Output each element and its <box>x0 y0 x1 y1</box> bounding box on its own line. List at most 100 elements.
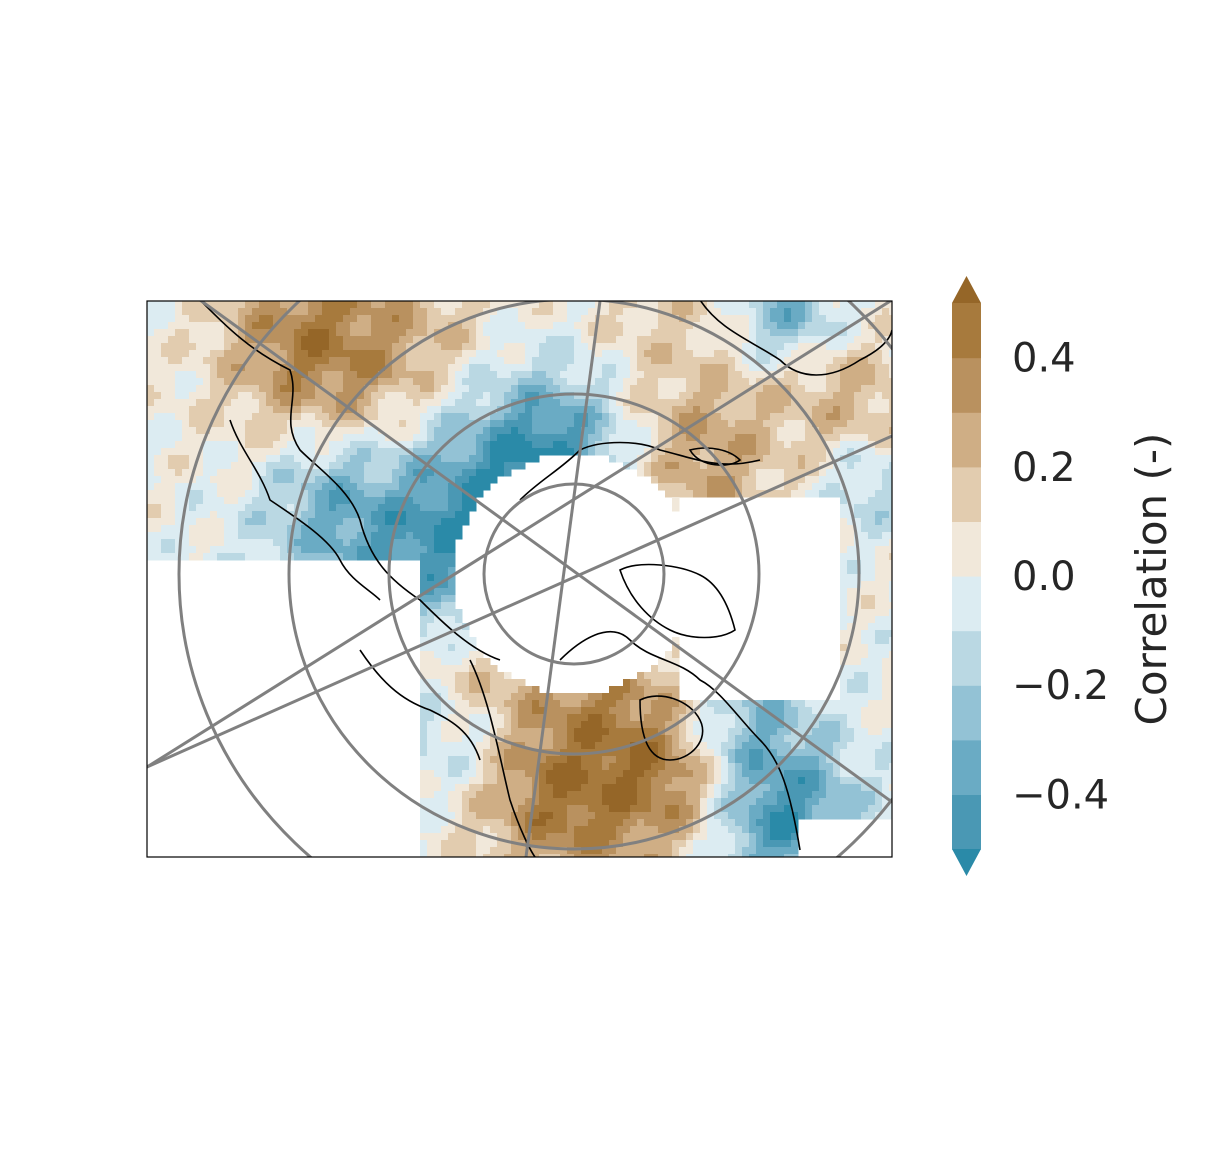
field-cell <box>483 658 491 666</box>
field-cell <box>273 504 281 512</box>
field-cell <box>434 826 442 834</box>
field-cell <box>665 343 673 351</box>
field-cell <box>847 567 855 575</box>
field-cell <box>882 756 890 764</box>
field-cell <box>413 399 421 407</box>
field-cell <box>259 413 267 421</box>
field-cell <box>469 714 477 722</box>
field-cell <box>532 448 540 456</box>
field-cell <box>784 329 792 337</box>
field-cell <box>238 357 246 365</box>
field-cell <box>833 392 841 400</box>
field-cell <box>791 322 799 330</box>
field-cell <box>238 420 246 428</box>
field-cell <box>490 742 498 750</box>
field-cell <box>385 308 393 316</box>
field-cell <box>280 301 288 309</box>
field-cell <box>854 651 862 659</box>
field-cell <box>602 378 610 386</box>
field-cell <box>434 735 442 743</box>
field-cell <box>546 693 554 701</box>
field-cell <box>679 791 687 799</box>
field-cell <box>686 308 694 316</box>
field-cell <box>868 651 876 659</box>
field-cell <box>259 427 267 435</box>
field-cell <box>280 420 288 428</box>
field-cell <box>147 490 155 498</box>
field-cell <box>448 413 456 421</box>
field-cell <box>847 413 855 421</box>
field-cell <box>210 504 218 512</box>
field-cell <box>329 448 337 456</box>
field-cell <box>497 399 505 407</box>
field-cell <box>658 343 666 351</box>
field-cell <box>518 679 526 687</box>
field-cell <box>546 798 554 806</box>
field-cell <box>714 413 722 421</box>
field-cell <box>294 483 302 491</box>
field-cell <box>280 399 288 407</box>
field-cell <box>455 434 463 442</box>
field-cell <box>252 315 260 323</box>
field-cell <box>588 742 596 750</box>
field-cell <box>882 518 890 526</box>
field-cell <box>546 357 554 365</box>
field-cell <box>714 763 722 771</box>
field-cell <box>434 819 442 827</box>
field-cell <box>392 413 400 421</box>
field-cell <box>714 791 722 799</box>
field-cell <box>889 770 892 778</box>
field-cell <box>861 504 869 512</box>
field-cell <box>595 413 603 421</box>
field-cell <box>602 434 610 442</box>
field-cell <box>679 735 687 743</box>
field-cell <box>798 756 806 764</box>
field-cell <box>329 420 337 428</box>
field-cell <box>462 371 470 379</box>
field-cell <box>441 476 449 484</box>
field-cell <box>889 595 892 603</box>
field-cell <box>245 525 253 533</box>
field-cell <box>532 798 540 806</box>
field-cell <box>742 735 750 743</box>
field-cell <box>763 357 771 365</box>
field-cell <box>469 469 477 477</box>
field-cell <box>735 301 743 309</box>
field-cell <box>203 350 211 358</box>
field-cell <box>441 490 449 498</box>
field-cell <box>147 504 155 512</box>
field-cell <box>728 770 736 778</box>
field-cell <box>609 434 617 442</box>
field-cell <box>511 378 519 386</box>
field-cell <box>700 714 708 722</box>
field-cell <box>686 378 694 386</box>
field-cell <box>854 350 862 358</box>
field-cell <box>875 595 883 603</box>
field-cell <box>679 784 687 792</box>
field-cell <box>784 777 792 785</box>
field-cell <box>371 511 379 519</box>
field-cell <box>721 763 729 771</box>
field-cell <box>707 756 715 764</box>
field-cell <box>518 455 526 463</box>
field-cell <box>728 434 736 442</box>
field-cell <box>623 728 631 736</box>
field-cell <box>420 378 428 386</box>
field-cell <box>168 504 176 512</box>
field-cell <box>651 770 659 778</box>
field-cell <box>189 315 197 323</box>
field-cell <box>147 497 155 505</box>
field-cell <box>847 749 855 757</box>
field-cell <box>602 350 610 358</box>
field-cell <box>875 735 883 743</box>
field-cell <box>532 308 540 316</box>
field-cell <box>763 490 771 498</box>
field-cell <box>287 343 295 351</box>
field-cell <box>833 448 841 456</box>
field-cell <box>511 798 519 806</box>
field-cell <box>413 322 421 330</box>
field-cell <box>469 329 477 337</box>
field-cell <box>448 553 456 561</box>
field-cell <box>511 322 519 330</box>
field-cell <box>168 518 176 526</box>
